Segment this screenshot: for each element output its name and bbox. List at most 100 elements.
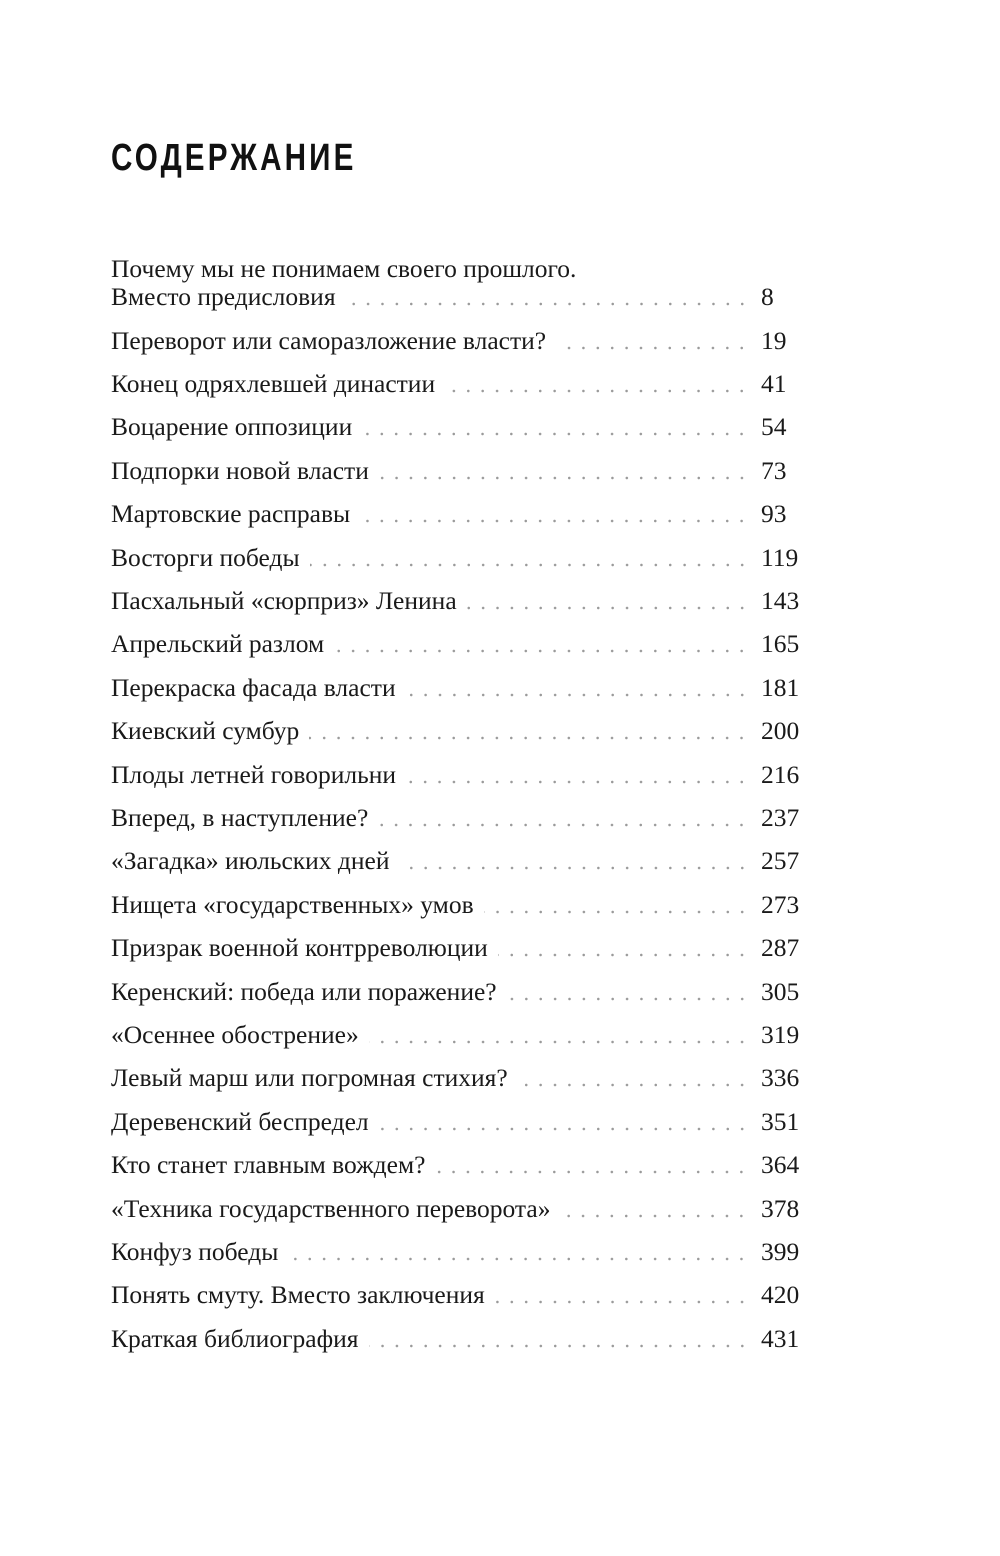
toc-entry-page: 19 — [761, 325, 787, 355]
toc-entry-page: 143 — [761, 586, 800, 616]
toc-entry-page: 216 — [761, 759, 800, 789]
toc-entry-title: Кто станет главным вождем? — [111, 1150, 426, 1180]
toc-entry[interactable]: Кто станет главным вождем? 364 — [111, 1143, 811, 1187]
toc-entry-title: Пасхальный «сюрприз» Ленина — [111, 586, 457, 616]
toc-entry-title: Призрак военной контрреволюции — [111, 933, 488, 963]
toc-entry-title: Вперед, в наступление? — [111, 803, 369, 832]
dot-leader — [368, 1012, 749, 1057]
toc-entry-page: 351 — [761, 1106, 800, 1136]
dot-leader — [405, 665, 749, 710]
toc-entry-title: Подпорки новой власти — [111, 455, 369, 485]
toc-entry[interactable]: Мартовские расправы 93 — [111, 492, 811, 536]
dot-leader — [399, 839, 749, 883]
toc-entry-title: «Загадка» июльских дней — [111, 846, 390, 876]
dot-leader — [406, 752, 749, 796]
toc-entry-title: Киевский сумбур — [111, 716, 300, 746]
toc-entry[interactable]: Почему мы не понимаем своего прошлого. В… — [111, 254, 811, 319]
table-of-contents: Почему мы не понимаем своего прошлого. В… — [111, 254, 811, 1361]
toc-entry-title: Деревенский беспредел — [111, 1106, 369, 1136]
toc-entry-page: 378 — [761, 1193, 800, 1223]
toc-entry-page: 287 — [761, 933, 800, 963]
toc-entry-page: 420 — [761, 1280, 800, 1310]
toc-entry-title: Конфуз победы — [111, 1236, 279, 1266]
toc-entry-title: Воцарение оппозиции — [111, 412, 353, 442]
toc-entry-title: Краткая библиография — [111, 1323, 359, 1353]
toc-entry[interactable]: Понять смуту. Вместо заключения 420 — [111, 1273, 811, 1317]
toc-entry-title: Плоды летней говорильни — [111, 759, 397, 789]
toc-entry[interactable]: Деревенский беспредел 351 — [111, 1099, 811, 1144]
toc-entry-page: 336 — [761, 1063, 800, 1093]
toc-entry[interactable]: Перекраска фасада власти 181 — [111, 665, 811, 710]
toc-entry[interactable]: Призрак военной контрреволюции 287 — [111, 926, 811, 970]
page-title: СОДЕРЖАНИЕ — [111, 137, 357, 179]
dot-leader — [556, 318, 749, 363]
toc-entry-page: 119 — [761, 542, 799, 572]
dot-leader — [360, 492, 749, 536]
dot-leader — [288, 1229, 749, 1274]
dot-leader — [466, 579, 749, 623]
dot-leader — [445, 362, 749, 406]
toc-entry-page: 93 — [761, 499, 787, 529]
toc-entry-page: 8 — [761, 282, 774, 312]
dot-leader — [435, 1143, 749, 1187]
toc-entry-title: Левый марш или погромная стихия? — [111, 1063, 508, 1093]
toc-entry-page: 181 — [761, 672, 800, 702]
toc-entry[interactable]: Плоды летней говорильни 216 — [111, 752, 811, 796]
toc-entry-title: Понять смуту. Вместо заключения — [111, 1280, 485, 1310]
dot-leader — [309, 709, 749, 753]
toc-entry[interactable]: Конфуз победы 399 — [111, 1229, 811, 1274]
toc-entry[interactable]: «Техника государственного переворота» 378 — [111, 1186, 811, 1230]
dot-leader — [378, 796, 749, 840]
toc-entry[interactable]: Восторги победы 119 — [111, 535, 811, 580]
toc-entry-page: 165 — [761, 629, 800, 659]
toc-entry-title: «Техника государственного переворота» — [111, 1193, 551, 1223]
toc-entry[interactable]: Киевский сумбур 200 — [111, 709, 811, 753]
toc-entry-page: 41 — [761, 369, 787, 399]
toc-entry-title: Переворот или саморазложение власти? — [111, 325, 547, 355]
dot-leader — [378, 448, 749, 493]
toc-entry-page: 257 — [761, 846, 800, 876]
toc-entry-page: 364 — [761, 1150, 800, 1180]
toc-entry-title: Восторги победы — [111, 542, 300, 572]
dot-leader — [368, 1316, 749, 1361]
toc-entry-page: 273 — [761, 889, 800, 919]
toc-entry-title: Апрельский разлом — [111, 629, 325, 659]
toc-entry[interactable]: Воцарение оппозиции 54 — [111, 405, 811, 449]
toc-entry-page: 237 — [761, 803, 800, 832]
toc-entry[interactable]: Конец одряхлевшей династии 41 — [111, 362, 811, 406]
dot-leader — [483, 882, 749, 927]
toc-entry[interactable]: Нищета «государственных» умов 273 — [111, 882, 811, 927]
dot-leader — [517, 1056, 749, 1100]
toc-entry[interactable]: «Осеннее обострение» 319 — [111, 1012, 811, 1057]
toc-entry-title: Перекраска фасада власти — [111, 672, 396, 702]
toc-entry-page: 431 — [761, 1323, 800, 1353]
toc-entry[interactable]: Краткая библиография 431 — [111, 1316, 811, 1361]
dot-leader — [334, 622, 749, 666]
toc-entry[interactable]: Керенский: победа или поражение? 305 — [111, 969, 811, 1013]
toc-entry[interactable]: Вперед, в наступление? 237 — [111, 796, 811, 840]
toc-entry-title: Керенский: победа или поражение? — [111, 976, 497, 1006]
toc-entry-page: 305 — [761, 976, 800, 1006]
dot-leader — [362, 405, 749, 449]
toc-entry[interactable]: Подпорки новой власти 73 — [111, 448, 811, 493]
toc-entry-title: Конец одряхлевшей династии — [111, 369, 436, 399]
toc-entry[interactable]: Апрельский разлом 165 — [111, 622, 811, 666]
toc-entry[interactable]: «Загадка» июльских дней 257 — [111, 839, 811, 883]
toc-entry-title: «Осеннее обострение» — [111, 1019, 359, 1049]
toc-entry-title: Мартовские расправы — [111, 499, 351, 529]
toc-entry-page: 200 — [761, 716, 800, 746]
dot-leader — [309, 535, 749, 580]
dot-leader — [494, 1273, 749, 1317]
toc-entry-page: 54 — [761, 412, 787, 442]
toc-entry-title: Вместо предисловия — [111, 282, 336, 312]
toc-entry-page: 73 — [761, 455, 787, 485]
dot-leader — [378, 1099, 749, 1144]
toc-entry[interactable]: Пасхальный «сюрприз» Ленина 143 — [111, 579, 811, 623]
toc-entry[interactable]: Левый марш или погромная стихия? 336 — [111, 1056, 811, 1100]
dot-leader — [506, 969, 749, 1013]
dot-leader — [345, 275, 749, 319]
toc-entry[interactable]: Переворот или саморазложение власти? 19 — [111, 318, 811, 363]
toc-entry-page: 319 — [761, 1019, 800, 1049]
dot-leader — [560, 1186, 749, 1230]
dot-leader — [497, 926, 749, 970]
